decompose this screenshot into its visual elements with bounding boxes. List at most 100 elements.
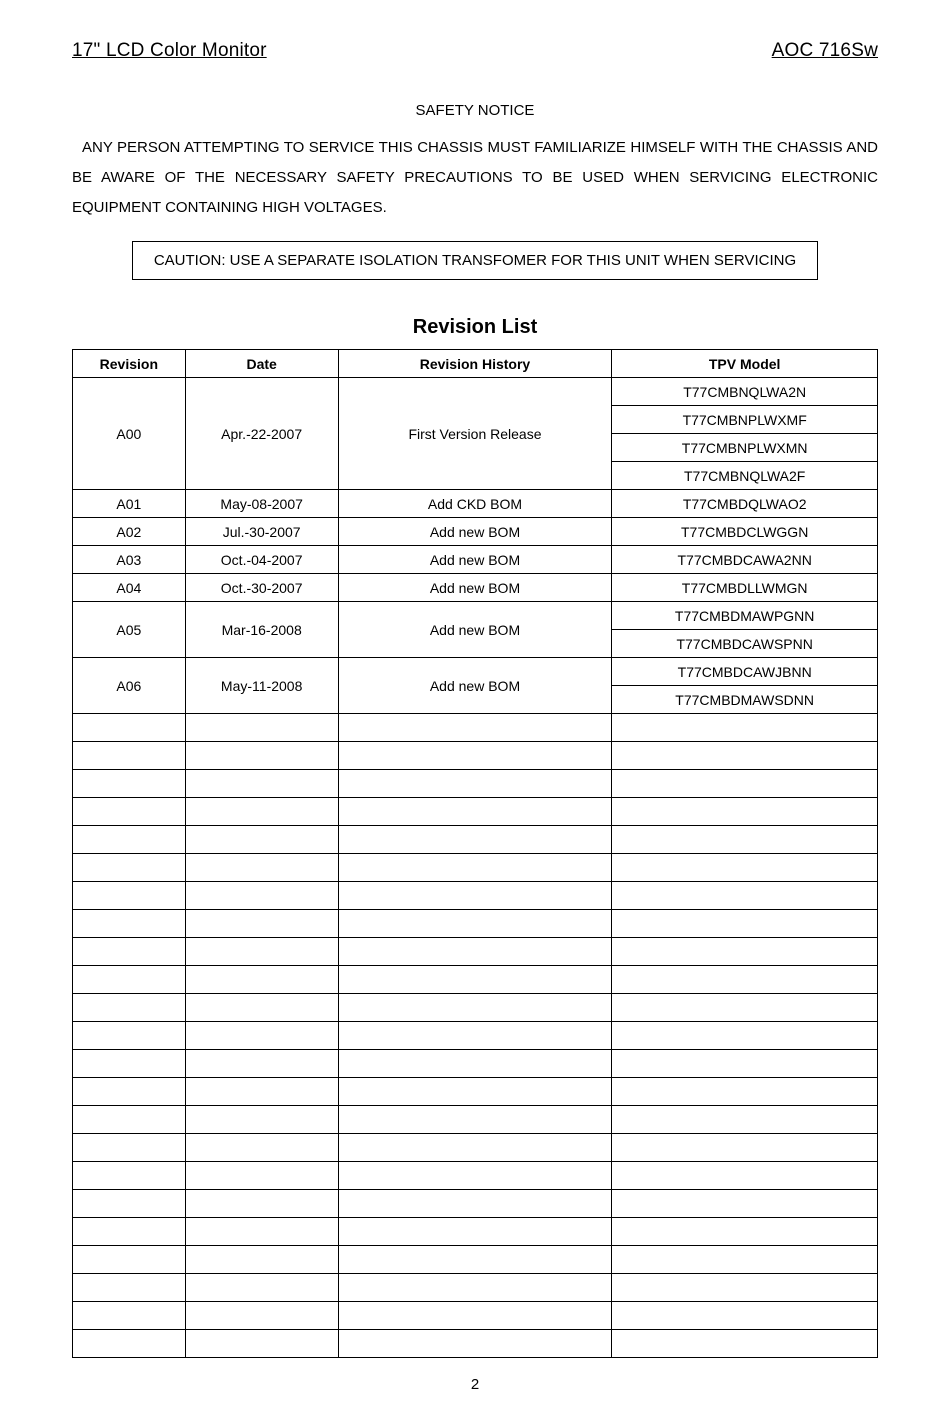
cell-model: T77CMBNPLWXMF — [612, 406, 878, 434]
cell-empty — [612, 1050, 878, 1078]
table-row-empty — [73, 854, 878, 882]
table-row-empty — [73, 882, 878, 910]
col-header-revision: Revision — [73, 350, 186, 378]
caution-box: CAUTION: USE A SEPARATE ISOLATION TRANSF… — [132, 241, 818, 280]
cell-empty — [73, 938, 186, 966]
cell-empty — [612, 742, 878, 770]
safety-notice-body: ANY PERSON ATTEMPTING TO SERVICE THIS CH… — [72, 133, 878, 223]
cell-history: Add new BOM — [338, 602, 612, 658]
cell-empty — [338, 994, 612, 1022]
cell-empty — [73, 1302, 186, 1330]
table-row-empty — [73, 826, 878, 854]
cell-empty — [73, 1106, 186, 1134]
table-row-empty — [73, 1190, 878, 1218]
cell-empty — [338, 798, 612, 826]
cell-empty — [338, 1302, 612, 1330]
cell-revision: A06 — [73, 658, 186, 714]
table-row: A00Apr.-22-2007First Version ReleaseT77C… — [73, 378, 878, 406]
table-row-empty — [73, 938, 878, 966]
cell-date: May-08-2007 — [185, 490, 338, 518]
cell-revision: A03 — [73, 546, 186, 574]
cell-empty — [73, 1134, 186, 1162]
cell-empty — [185, 1246, 338, 1274]
cell-revision: A04 — [73, 574, 186, 602]
cell-model: T77CMBNPLWXMN — [612, 434, 878, 462]
cell-empty — [612, 882, 878, 910]
table-row-empty — [73, 1050, 878, 1078]
cell-empty — [185, 1078, 338, 1106]
table-row: A06May-11-2008Add new BOMT77CMBDCAWJBNN — [73, 658, 878, 686]
cell-model: T77CMBNQLWA2N — [612, 378, 878, 406]
table-row: A02Jul.-30-2007Add new BOMT77CMBDCLWGGN — [73, 518, 878, 546]
col-header-history: Revision History — [338, 350, 612, 378]
cell-empty — [73, 798, 186, 826]
cell-empty — [338, 1218, 612, 1246]
table-row-empty — [73, 1134, 878, 1162]
cell-empty — [338, 910, 612, 938]
cell-empty — [73, 994, 186, 1022]
table-row-empty — [73, 1302, 878, 1330]
cell-revision: A00 — [73, 378, 186, 490]
table-row: A04Oct.-30-2007Add new BOMT77CMBDLLWMGN — [73, 574, 878, 602]
cell-empty — [612, 966, 878, 994]
cell-empty — [612, 1022, 878, 1050]
cell-empty — [73, 826, 186, 854]
revision-table-head: Revision Date Revision History TPV Model — [73, 350, 878, 378]
cell-empty — [73, 1190, 186, 1218]
cell-empty — [73, 966, 186, 994]
cell-empty — [185, 742, 338, 770]
cell-date: May-11-2008 — [185, 658, 338, 714]
table-row-empty — [73, 1106, 878, 1134]
revision-list-title: Revision List — [72, 316, 878, 339]
cell-model: T77CMBDCAWA2NN — [612, 546, 878, 574]
cell-empty — [338, 1134, 612, 1162]
cell-date: Oct.-30-2007 — [185, 574, 338, 602]
col-header-date: Date — [185, 350, 338, 378]
cell-empty — [612, 1218, 878, 1246]
cell-empty — [73, 714, 186, 742]
cell-history: First Version Release — [338, 378, 612, 490]
cell-empty — [73, 1218, 186, 1246]
cell-empty — [612, 1246, 878, 1274]
cell-date: Jul.-30-2007 — [185, 518, 338, 546]
cell-empty — [612, 770, 878, 798]
page-number: 2 — [72, 1376, 878, 1393]
table-row-empty — [73, 714, 878, 742]
cell-empty — [338, 966, 612, 994]
cell-empty — [185, 1274, 338, 1302]
col-header-model: TPV Model — [612, 350, 878, 378]
cell-model: T77CMBDLLWMGN — [612, 574, 878, 602]
cell-empty — [185, 1218, 338, 1246]
cell-empty — [612, 910, 878, 938]
cell-empty — [338, 1246, 612, 1274]
cell-empty — [185, 1050, 338, 1078]
revision-table-body: A00Apr.-22-2007First Version ReleaseT77C… — [73, 378, 878, 1358]
cell-model: T77CMBDMAWSDNN — [612, 686, 878, 714]
cell-empty — [185, 714, 338, 742]
cell-empty — [612, 1190, 878, 1218]
cell-empty — [185, 1106, 338, 1134]
cell-empty — [185, 1162, 338, 1190]
cell-empty — [73, 770, 186, 798]
cell-model: T77CMBDCLWGGN — [612, 518, 878, 546]
table-row: A05Mar-16-2008Add new BOMT77CMBDMAWPGNN — [73, 602, 878, 630]
cell-model: T77CMBNQLWA2F — [612, 462, 878, 490]
cell-empty — [185, 994, 338, 1022]
cell-empty — [73, 854, 186, 882]
table-row-empty — [73, 994, 878, 1022]
header-right-model: AOC 716Sw — [772, 40, 878, 62]
cell-empty — [185, 1190, 338, 1218]
cell-empty — [185, 1302, 338, 1330]
table-row-empty — [73, 1078, 878, 1106]
cell-empty — [612, 1274, 878, 1302]
cell-empty — [73, 1022, 186, 1050]
cell-empty — [338, 1190, 612, 1218]
cell-empty — [185, 910, 338, 938]
cell-empty — [73, 1246, 186, 1274]
cell-empty — [338, 1050, 612, 1078]
cell-empty — [73, 1274, 186, 1302]
cell-empty — [185, 1134, 338, 1162]
cell-empty — [185, 854, 338, 882]
cell-empty — [185, 882, 338, 910]
cell-empty — [185, 826, 338, 854]
